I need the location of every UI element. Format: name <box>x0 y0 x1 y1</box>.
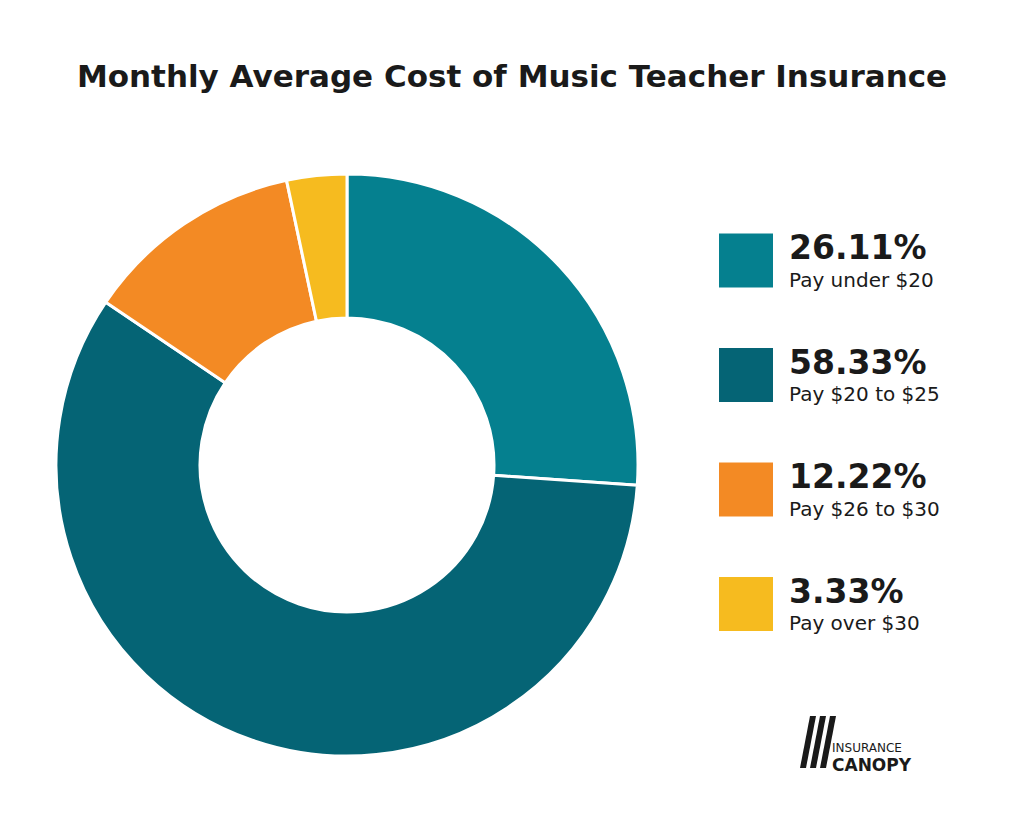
svg-text:Pay over $30: Pay over $30 <box>789 611 920 635</box>
svg-text:INSURANCE: INSURANCE <box>832 741 902 755</box>
svg-text:CANOPY: CANOPY <box>832 755 912 775</box>
svg-text:Pay $20 to $25: Pay $20 to $25 <box>789 382 940 406</box>
svg-text:26.11%: 26.11% <box>789 228 926 267</box>
svg-text:Monthly Average Cost of Music: Monthly Average Cost of Music Teacher In… <box>77 58 947 94</box>
svg-text:3.33%: 3.33% <box>789 572 904 611</box>
svg-text:Pay $26 to $30: Pay $26 to $30 <box>789 497 940 521</box>
svg-text:58.33%: 58.33% <box>789 343 926 382</box>
svg-text:12.22%: 12.22% <box>789 457 926 496</box>
svg-text:Pay under $20: Pay under $20 <box>789 268 934 292</box>
